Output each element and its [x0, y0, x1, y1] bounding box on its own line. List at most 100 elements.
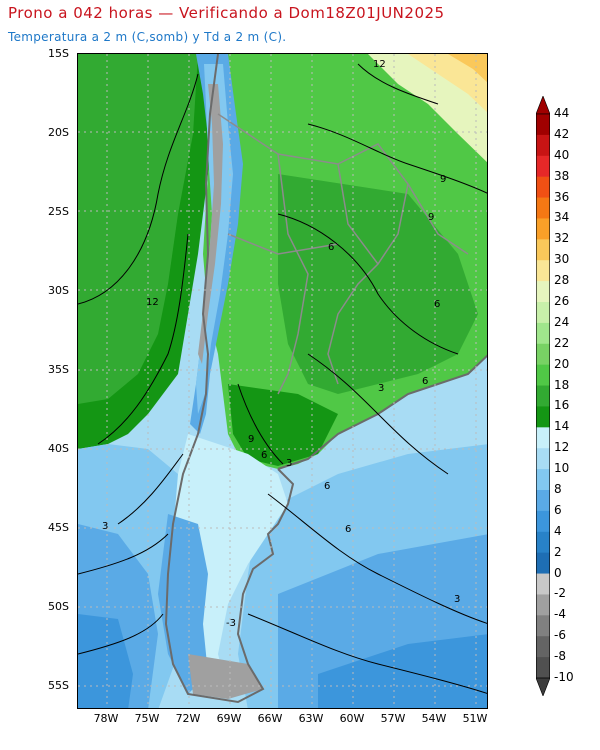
- contour-label: 3: [454, 594, 460, 605]
- colorbar-label: 36: [554, 189, 570, 204]
- colorbar-label: 26: [554, 294, 570, 308]
- contour-label: 3: [102, 521, 108, 532]
- lat-label: 50S: [48, 600, 69, 613]
- lon-label: 78W: [93, 712, 119, 725]
- colorbar-swatch: [536, 427, 550, 449]
- colorbar-label: 34: [554, 210, 570, 225]
- contour-label: 12: [146, 297, 159, 308]
- colorbar-label: 0: [554, 565, 562, 580]
- colorbar-label: 30: [554, 252, 570, 267]
- colorbar-label: 32: [554, 231, 570, 246]
- colorbar-swatch: [536, 343, 550, 366]
- colorbar-label: -8: [554, 649, 566, 664]
- colorbar-label: 22: [554, 335, 570, 350]
- temperature-map: 12 9 9 6 6 12 3 6 9 6 3 6 3 6 -3 3: [78, 54, 487, 708]
- colorbar-label: -6: [554, 628, 566, 643]
- contour-label: 6: [328, 242, 334, 253]
- colorbar-swatch: [536, 469, 550, 491]
- lat-label: 15S: [48, 47, 69, 60]
- lon-label: 66W: [257, 712, 283, 725]
- lat-label: 55S: [48, 679, 69, 692]
- lat-label: 40S: [48, 442, 69, 455]
- colorbar-swatch: [536, 594, 550, 616]
- colorbar-label: 42: [554, 126, 570, 141]
- colorbar-swatch: [536, 573, 550, 595]
- colorbar-label: 28: [554, 273, 570, 288]
- colorbar-swatch: [536, 176, 550, 199]
- colorbar-label: 20: [554, 356, 570, 371]
- colorbar-swatch: [536, 134, 550, 157]
- contour-label: -3: [226, 618, 236, 629]
- country-borders: [217, 113, 469, 395]
- contour-label: 6: [345, 524, 351, 535]
- colorbar-label: 18: [554, 377, 570, 392]
- colorbar-label: 12: [554, 440, 570, 455]
- lon-label: 72W: [175, 712, 201, 725]
- contour-label-group: 12 9 9 6 6 12 3 6 9 6 3 6 3 6 -3 3: [102, 59, 460, 629]
- colorbar-swatch: [536, 239, 550, 261]
- colorbar-label: 8: [554, 482, 562, 496]
- colorbar-swatch: [536, 155, 550, 178]
- contour-label: 6: [261, 450, 267, 461]
- lon-label: 60W: [339, 712, 365, 725]
- contour-label: 6: [324, 481, 330, 492]
- colorbar-swatch: [536, 615, 550, 637]
- colorbar-label: 4: [554, 523, 562, 538]
- graticule: [78, 54, 487, 708]
- colorbar-under-triangle: [536, 677, 550, 696]
- map-title: Prono a 042 horas — Verificando a Dom18Z…: [8, 4, 445, 22]
- continent-green-dark: [278, 174, 478, 394]
- colorbar-swatch: [536, 385, 550, 407]
- colorbar-label: 16: [554, 398, 570, 413]
- pacific-green-inner: [78, 54, 198, 404]
- contour-label: 9: [428, 212, 434, 223]
- lon-label: 54W: [421, 712, 447, 725]
- colorbar-swatch: [536, 490, 550, 512]
- colorbar-swatch: [536, 406, 550, 428]
- colorbar-swatch: [536, 364, 550, 387]
- colorbar-label: -4: [554, 607, 566, 622]
- southern-ocean-6: [78, 614, 133, 708]
- colorbar-swatch: [536, 114, 550, 136]
- colorbar-swatch: [536, 531, 550, 554]
- colorbar-label: 24: [554, 314, 570, 329]
- colorbar-swatch: [536, 448, 550, 470]
- colorbar-label: 40: [554, 147, 570, 162]
- colorbar-swatch: [536, 260, 550, 282]
- lat-label: 35S: [48, 363, 69, 376]
- colorbar-label: -2: [554, 586, 566, 601]
- contour-label: 9: [440, 174, 446, 185]
- colorbar-label: -10: [554, 670, 574, 684]
- lon-label: 75W: [134, 712, 160, 725]
- colorbar-label: 44: [554, 106, 570, 120]
- colorbar-label: 10: [554, 461, 570, 476]
- lon-label: 57W: [380, 712, 406, 725]
- colorbar-frame: [536, 113, 550, 679]
- lat-label: 30S: [48, 284, 69, 297]
- colorbar-swatch: [536, 510, 550, 533]
- dewpoint-contours: [78, 63, 487, 694]
- lon-label: 51W: [462, 712, 488, 725]
- lat-label: 25S: [48, 205, 69, 218]
- tierra-del-fuego: [188, 654, 263, 699]
- northeast-warm: [408, 54, 487, 113]
- lon-label: 63W: [298, 712, 324, 725]
- colorbar-label: 38: [554, 168, 570, 183]
- colorbar-label: 2: [554, 544, 562, 559]
- northeast-hot: [448, 54, 487, 83]
- map-subtitle: Temperatura a 2 m (C,somb) y Td a 2 m (C…: [8, 30, 287, 44]
- contour-label: 6: [434, 299, 440, 310]
- colorbar-swatch: [536, 218, 550, 240]
- lat-label: 20S: [48, 126, 69, 139]
- andes-grey: [198, 84, 223, 364]
- colorbar-swatch: [536, 281, 550, 303]
- contour-label: 12: [373, 59, 386, 70]
- colorbar-label: 6: [554, 502, 562, 517]
- lon-label: 69W: [216, 712, 242, 725]
- continent-green-south: [228, 384, 338, 466]
- colorbar-label: 14: [554, 419, 570, 434]
- atlantic-south-6: [318, 634, 487, 708]
- colorbar-swatch: [536, 322, 550, 345]
- contour-label: 3: [378, 383, 384, 394]
- colorbar-swatch: [536, 657, 550, 679]
